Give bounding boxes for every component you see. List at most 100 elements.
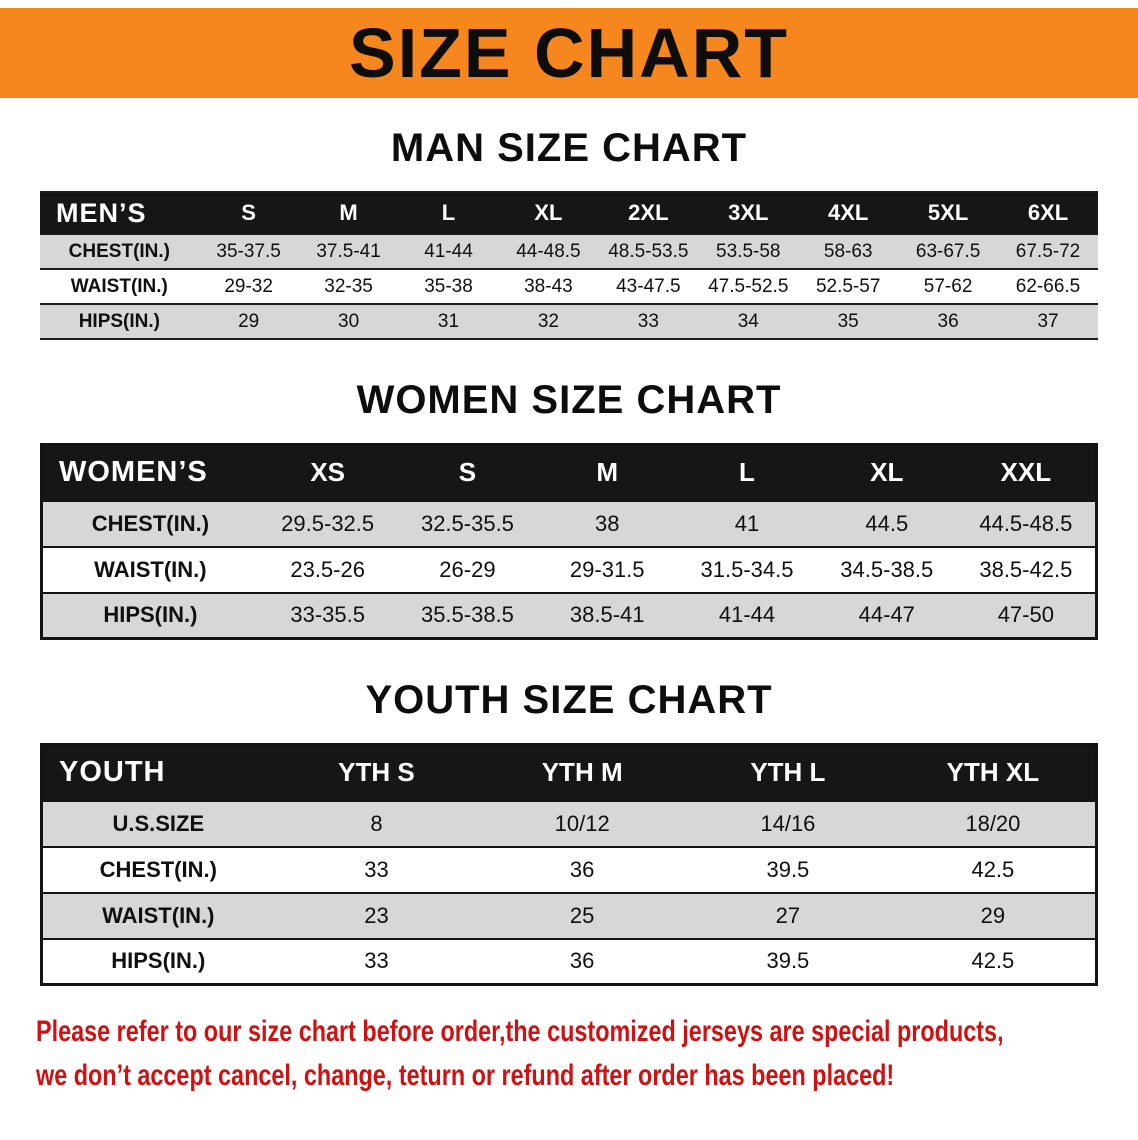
size-value-cell: 67.5-72 — [1015, 240, 1081, 262]
size-value-cell: 47.5-52.5 — [708, 275, 789, 297]
size-value-cell: 38-43 — [524, 275, 573, 297]
table-header-row: MEN’S S M L XL 2XL 3XL 4XL 5XL 6XL — [40, 192, 1098, 234]
row-label: CHEST(IN.) — [91, 510, 210, 536]
size-value-cell: 23 — [364, 902, 389, 928]
size-table-men: MEN’S S M L XL 2XL 3XL 4XL 5XL 6XL CHEST(IN.) 35-37… — [40, 191, 1098, 340]
row-label: HIPS(IN.) — [78, 310, 160, 332]
section-women-size-chart: WOMEN SIZE CHART WOMEN’S XS S M L XL XXL CHEST(… — [0, 378, 1138, 640]
size-value-cell: 23.5-26 — [290, 556, 365, 582]
size-column-header: YTH L — [685, 744, 891, 801]
size-value-cell: 44.5 — [865, 510, 909, 536]
size-value-cell: 32.5-35.5 — [420, 510, 514, 536]
size-value-cell: 39.5 — [766, 856, 810, 882]
size-value-cell: 31.5-34.5 — [700, 556, 794, 582]
size-value-cell: 41 — [734, 510, 760, 536]
size-value-cell: 34 — [737, 310, 759, 332]
size-value-cell: 36 — [569, 856, 595, 882]
row-label: HIPS(IN.) — [111, 948, 206, 974]
size-value-cell: 44-48.5 — [516, 240, 581, 262]
table-corner-label-youth: YOUTH — [41, 744, 274, 801]
row-label: CHEST(IN.) — [99, 856, 217, 882]
size-value-cell: 38.5-41 — [569, 602, 645, 628]
row-label: WAIST(IN.) — [70, 275, 168, 297]
size-value-cell: 32 — [537, 310, 559, 332]
row-label: WAIST(IN.) — [102, 902, 215, 928]
size-value-cell: 57-62 — [923, 275, 973, 297]
table-row: WAIST(IN.) 23.5-26 26-29 29-31.5 31.5-34.5 34… — [41, 546, 1097, 593]
size-column-header: XXL — [956, 444, 1097, 501]
table-row: CHEST(IN.) 35-37.5 37.5-41 41-44 44-48.5 48.5… — [40, 234, 1098, 269]
size-value-cell: 35-38 — [424, 275, 473, 297]
size-value-cell: 42.5 — [971, 948, 1015, 974]
size-value-cell: 35 — [837, 310, 859, 332]
size-value-cell: 48.5-53.5 — [608, 240, 689, 262]
size-value-cell: 42.5 — [971, 856, 1015, 882]
size-column-header: YTH XL — [890, 744, 1097, 801]
size-column-header: M — [298, 192, 399, 234]
size-value-cell: 29 — [238, 310, 260, 332]
youth-section-heading: YOUTH SIZE CHART — [365, 678, 773, 722]
size-chart-graphic: SIZE CHART MAN SIZE CHART MEN’S S M L XL 2XL 3… — [0, 8, 1138, 1097]
youth-size-table-container: YOUTH YTH S YTH M YTH L YTH XL U.S.SIZE 8 10/12… — [40, 743, 1098, 986]
size-value-cell: 44.5-48.5 — [979, 510, 1073, 536]
size-column-header: L — [398, 192, 499, 234]
size-value-cell: 41-44 — [718, 602, 776, 628]
size-value-cell: 38 — [594, 510, 620, 536]
size-column-header: 6XL — [998, 192, 1098, 234]
row-label: CHEST(IN.) — [68, 240, 170, 262]
size-column-header: YTH M — [479, 744, 686, 801]
size-value-cell: 10/12 — [554, 810, 610, 836]
size-value-cell: 35-37.5 — [216, 240, 281, 262]
size-value-cell: 29-31.5 — [569, 556, 645, 582]
size-column-header: XL — [498, 192, 599, 234]
size-column-header: S — [198, 192, 299, 234]
size-value-cell: 44-47 — [858, 602, 915, 628]
size-value-cell: 29-32 — [224, 275, 273, 297]
table-row: HIPS(IN.) 33-35.5 35.5-38.5 38.5-41 41-44 44-… — [41, 592, 1097, 639]
table-row: U.S.SIZE 8 10/12 14/16 18/20 — [41, 800, 1097, 847]
size-value-cell: 37.5-41 — [316, 240, 381, 262]
size-value-cell: 29.5-32.5 — [281, 510, 375, 536]
size-value-cell: 35.5-38.5 — [420, 602, 514, 628]
size-value-cell: 53.5-58 — [716, 240, 781, 262]
size-value-cell: 29 — [980, 902, 1006, 928]
men-section-heading: MAN SIZE CHART — [390, 126, 748, 170]
table-row: HIPS(IN.) 29 30 31 32 33 34 35 36 37 — [40, 304, 1098, 339]
table-corner-label-men: MEN’S — [40, 192, 199, 234]
table-row: CHEST(IN.) 33 36 39.5 42.5 — [41, 846, 1097, 893]
size-value-cell: 58-63 — [823, 240, 873, 262]
size-value-cell: 39.5 — [766, 948, 810, 974]
size-value-cell: 14/16 — [760, 810, 816, 836]
size-value-cell: 8 — [370, 810, 383, 836]
table-corner-label-women: WOMEN’S — [41, 444, 258, 501]
size-column-header: S — [397, 444, 538, 501]
size-column-header: 2XL — [598, 192, 699, 234]
table-row: CHEST(IN.) 29.5-32.5 32.5-35.5 38 41 44.5 44.5… — [41, 500, 1097, 547]
table-row: HIPS(IN.) 33 36 39.5 42.5 — [41, 938, 1097, 985]
disclaimer-line-1: Please refer to our size chart before or… — [36, 1015, 1004, 1048]
size-value-cell: 36 — [937, 310, 959, 332]
size-value-cell: 25 — [569, 902, 595, 928]
section-youth-size-chart: YOUTH SIZE CHART YOUTH YTH S YTH M YTH L YTH… — [0, 678, 1138, 986]
table-header-row: YOUTH YTH S YTH M YTH L YTH XL — [41, 744, 1097, 801]
size-column-header: XS — [257, 444, 398, 501]
women-section-heading: WOMEN SIZE CHART — [356, 378, 782, 422]
size-value-cell: 18/20 — [965, 810, 1021, 836]
row-label: WAIST(IN.) — [94, 556, 207, 582]
size-value-cell: 43-47.5 — [616, 275, 681, 297]
table-row: WAIST(IN.) 23 25 27 29 — [41, 892, 1097, 939]
size-value-cell: 52.5-57 — [815, 275, 881, 297]
size-value-cell: 37 — [1037, 310, 1059, 332]
size-column-header: M — [537, 444, 678, 501]
size-value-cell: 62-66.5 — [1015, 275, 1081, 297]
size-table-women: WOMEN’S XS S M L XL XXL CHEST(IN.) 29.5-32.5 32.5… — [40, 443, 1098, 640]
size-value-cell: 31 — [437, 310, 460, 332]
size-value-cell: 33 — [364, 856, 389, 882]
size-column-header: 3XL — [698, 192, 799, 234]
size-column-header: L — [677, 444, 817, 501]
table-row: WAIST(IN.) 29-32 32-35 35-38 38-43 43-47.5 47.… — [40, 269, 1098, 304]
size-value-cell: 30 — [338, 310, 360, 332]
size-value-cell: 33 — [637, 310, 659, 332]
size-value-cell: 41-44 — [424, 240, 473, 262]
table-header-row: WOMEN’S XS S M L XL XXL — [41, 444, 1097, 501]
